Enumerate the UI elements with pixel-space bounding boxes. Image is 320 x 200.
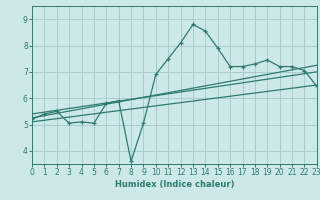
X-axis label: Humidex (Indice chaleur): Humidex (Indice chaleur) [115,180,234,189]
